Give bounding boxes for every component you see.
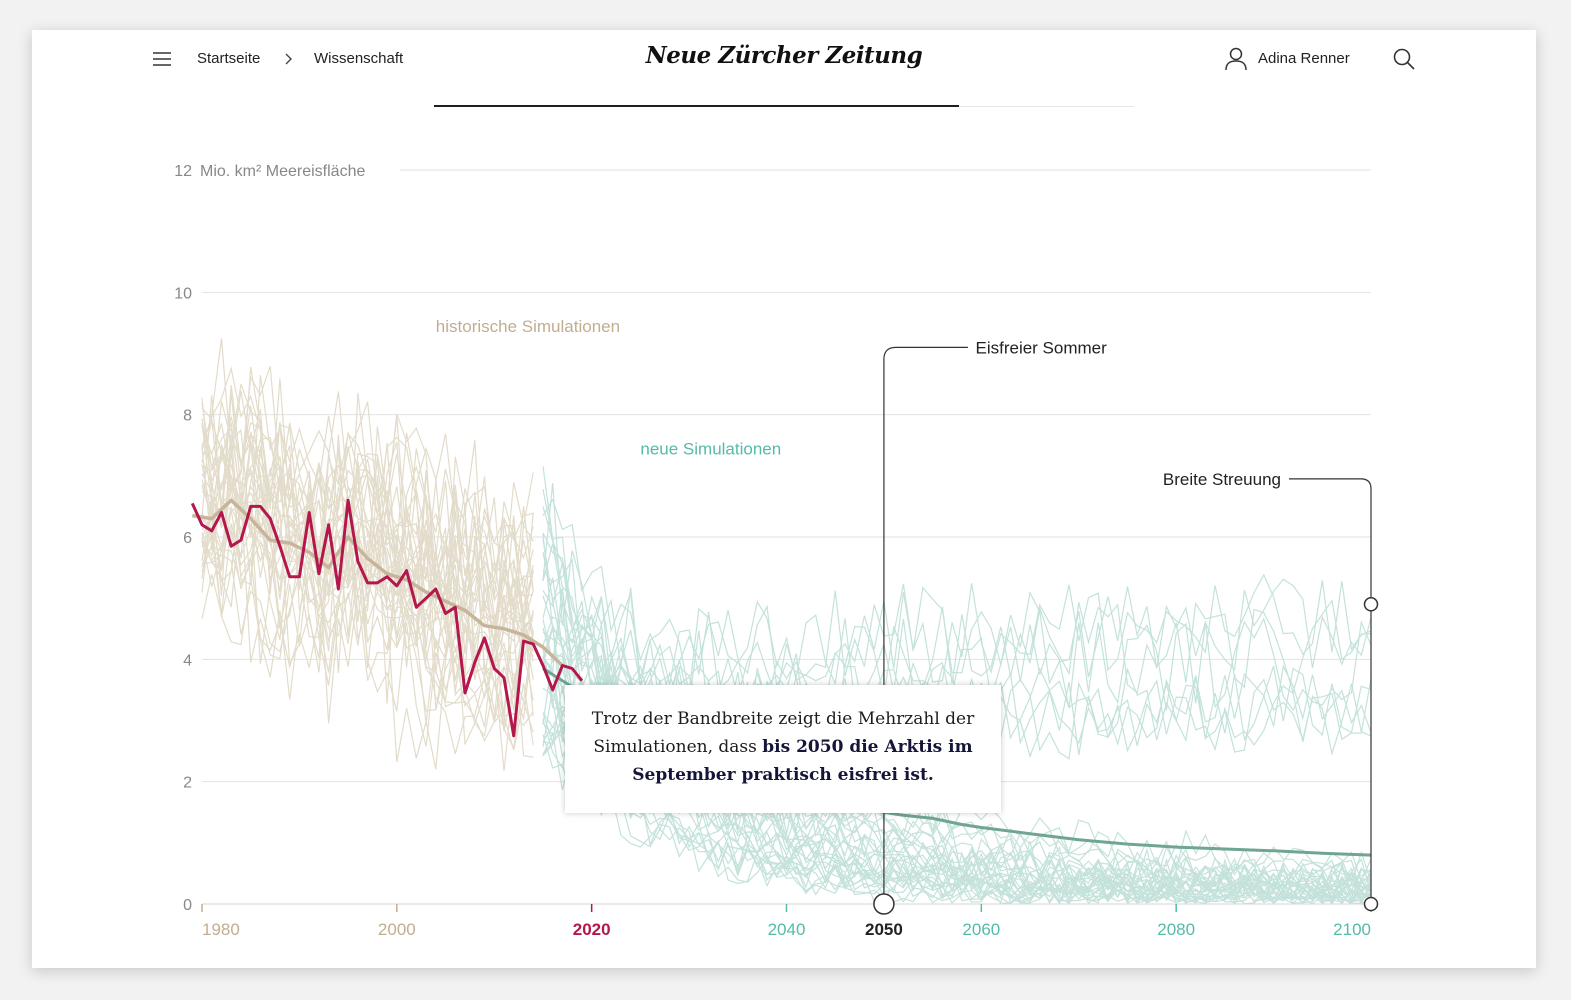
tooltip-highlight: bis 2050 die Arktis im September praktis…	[632, 737, 973, 785]
sea-ice-chart: 0 2 4 6 8 10 12 Mio. km² Meereisfläche 1980 2000 2…	[174, 163, 1379, 939]
observed-line	[190, 498, 584, 738]
x-tick-label: 2100	[1333, 920, 1371, 939]
y-tick-label: 4	[183, 652, 192, 669]
tooltip-text: Trotz der Bandbreite zeigt die Mehrzahl …	[591, 709, 975, 757]
user-name: Adina Renner	[1258, 50, 1350, 67]
chart-tooltip: Trotz der Bandbreite zeigt die Mehrzahl …	[565, 685, 1001, 813]
reading-progress	[434, 105, 1134, 107]
y-tick-label: 0	[183, 897, 192, 914]
new-simulations-label: neue Simulationen	[640, 439, 781, 458]
spread-bracket	[1289, 478, 1372, 598]
new-simulation-line	[542, 573, 1372, 755]
reading-progress-fill	[434, 105, 959, 107]
breadcrumb-home[interactable]: Startseite	[197, 50, 261, 67]
site-logo[interactable]: Neue Zürcher Zeitung	[645, 42, 923, 69]
historical-simulation-line	[201, 500, 534, 691]
y-tick-label: 2	[183, 775, 192, 792]
x-tick-label: 2080	[1157, 920, 1195, 939]
historical-simulations-layer	[201, 338, 534, 771]
new-simulation-line	[542, 498, 1372, 894]
search-icon[interactable]	[1392, 47, 1416, 71]
text-layer: 0 2 4 6 8 10 12 Mio. km² Meereisfläche 1980 2000 2…	[174, 163, 1371, 939]
historical-simulation-line	[201, 481, 534, 655]
new-simulation-line	[542, 655, 1372, 898]
x-tick-label: 2020	[573, 920, 611, 939]
breadcrumb-section[interactable]: Wissenschaft	[314, 50, 404, 67]
spread-label: Breite Streuung	[1163, 470, 1281, 489]
article-page: Startseite Wissenschaft Neue Zürcher Zei…	[32, 30, 1536, 968]
menu-icon[interactable]	[152, 50, 174, 68]
ice-free-label: Eisfreier Sommer	[975, 338, 1107, 357]
chevron-right-icon	[285, 53, 292, 65]
historical-simulation-line	[201, 509, 534, 699]
new-simulation-line	[542, 687, 1372, 905]
x-tick-label: 2060	[962, 920, 1000, 939]
historical-simulation-line	[201, 446, 534, 724]
annotation-layer	[873, 346, 1379, 915]
y-axis-label: Mio. km² Meereisfläche	[200, 163, 365, 180]
top-navigation: Startseite Wissenschaft Neue Zürcher Zei…	[32, 30, 1536, 90]
historical-simulation-line	[201, 500, 534, 758]
observed-layer	[190, 498, 584, 738]
spread-high-marker	[1363, 597, 1379, 612]
new-simulation-line	[542, 599, 1372, 757]
x-tick-label: 2050	[865, 920, 903, 939]
historical-simulation-line	[201, 405, 534, 606]
ice-free-marker	[873, 893, 895, 915]
historical-simulation-line	[201, 523, 534, 732]
y-tick-label: 8	[183, 408, 192, 425]
historical-simulation-line	[201, 366, 534, 624]
x-tick-label: 2040	[768, 920, 806, 939]
historical-simulation-line	[201, 447, 534, 755]
y-tick-label: 6	[183, 530, 192, 547]
historical-simulation-line	[201, 392, 534, 673]
y-tick-label: 10	[174, 285, 192, 302]
historical-simulations-label: historische Simulationen	[436, 317, 620, 336]
x-tick-label: 1980	[202, 920, 240, 939]
y-tick-label: 12	[174, 163, 192, 180]
historical-simulation-line	[201, 383, 534, 619]
historical-simulation-line	[201, 416, 534, 636]
historical-mean-line	[192, 498, 564, 667]
x-tick-label: 2000	[378, 920, 416, 939]
user-icon	[1225, 47, 1247, 71]
new-simulation-line	[542, 558, 1372, 712]
spread-low-marker	[1363, 896, 1379, 912]
ice-free-bracket	[883, 346, 968, 894]
